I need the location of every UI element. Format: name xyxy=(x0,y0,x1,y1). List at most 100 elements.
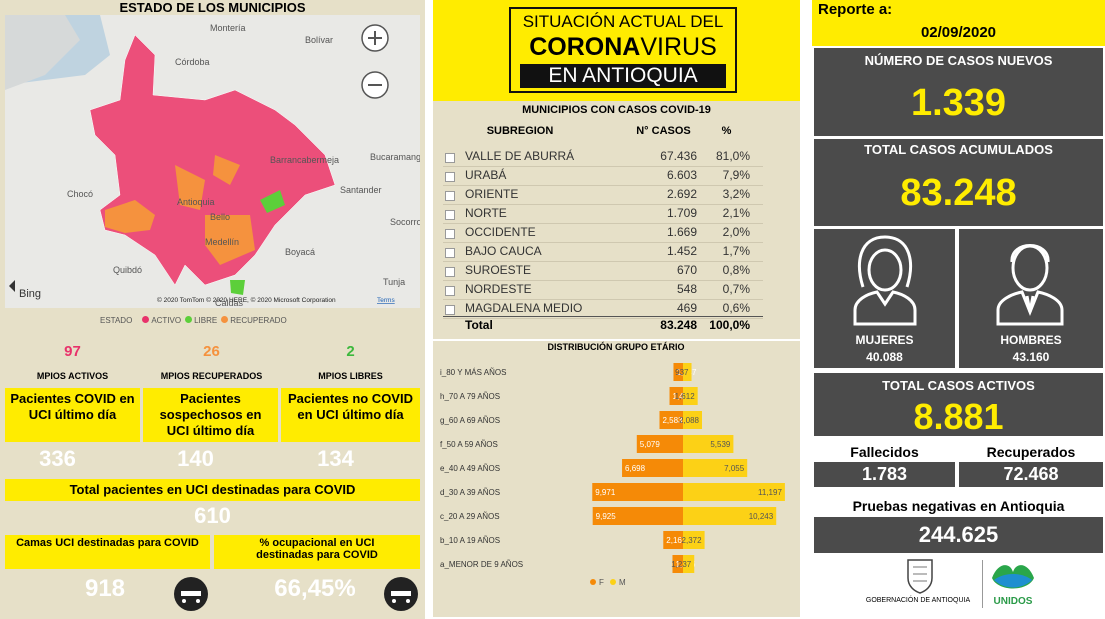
table-cell: 7,9% xyxy=(722,168,750,182)
mpios-value: 26 xyxy=(203,343,220,360)
place-label: Antioquia xyxy=(177,197,215,207)
expand-icon xyxy=(445,210,455,220)
uci-label: Pacientes no COVID en UCI último día xyxy=(288,391,413,422)
chart-panel xyxy=(433,341,800,617)
legend-label: ACTIVO xyxy=(151,316,182,325)
acumulados-value: 83.248 xyxy=(900,172,1017,214)
ocupacion-box xyxy=(214,535,420,569)
bar xyxy=(683,435,734,453)
bing-label: Bing xyxy=(19,288,41,300)
table-cell: URABÁ xyxy=(465,168,507,182)
place-label: Boyacá xyxy=(285,247,315,257)
value-label: 6,698 xyxy=(625,464,646,473)
table-cell: 1,7% xyxy=(722,244,750,258)
value-label: 5,539 xyxy=(710,440,731,449)
table-cell: NORDESTE xyxy=(465,282,532,296)
value-label: 5,079 xyxy=(640,440,661,449)
table-total: Total xyxy=(465,318,493,332)
bar xyxy=(669,387,683,405)
bar xyxy=(592,483,683,501)
category-label: e_40 A 49 AÑOS xyxy=(440,464,500,473)
table-cell: MAGDALENA MEDIO xyxy=(465,301,583,315)
bar xyxy=(622,459,683,477)
category-label: g_60 A 69 AÑOS xyxy=(440,416,500,425)
table-cell: 81,0% xyxy=(715,149,750,163)
table-row-line xyxy=(443,204,763,205)
unidos: UNIDOS xyxy=(993,596,1033,607)
acumulados-panel xyxy=(814,139,1103,226)
camas-label: Camas UCI destinadas para COVID xyxy=(16,537,199,549)
category-label: i_80 Y MÁS AÑOS xyxy=(440,368,506,377)
value-label: 2,583 xyxy=(662,416,683,425)
terms-link[interactable]: Terms xyxy=(377,297,395,304)
pruebas-label: Pruebas negativas en Antioquia xyxy=(852,498,1065,514)
value-label: 2,088 xyxy=(679,416,700,425)
ocupacion-label: % ocupacional en UCI destinadas para COV… xyxy=(256,537,378,561)
unidos-logo xyxy=(992,565,1034,589)
table-cell: VALLE DE ABURRÁ xyxy=(465,149,575,163)
uci-label: Pacientes sospechosos en UCI último día xyxy=(159,391,262,438)
expand-icon xyxy=(445,229,455,239)
nuevos-label: NÚMERO DE CASOS NUEVOS xyxy=(864,53,1053,68)
legend-dot xyxy=(185,316,193,323)
place-label: Bello xyxy=(210,212,230,222)
table-row-line xyxy=(443,318,763,319)
legend-label: RECUPERADO xyxy=(230,316,287,325)
bar xyxy=(673,363,683,381)
place-label: Medellín xyxy=(205,237,239,247)
mujeres-value: 40.088 xyxy=(866,350,903,364)
legend-label: M xyxy=(619,578,626,587)
chart-title: DISTRIBUCIÓN GRUPO ETÁRIO xyxy=(547,341,684,352)
bar xyxy=(683,483,785,501)
bar xyxy=(663,531,683,549)
table-header: % xyxy=(721,125,732,137)
uci-value: 134 xyxy=(317,446,354,471)
value-label: 1,612 xyxy=(675,392,696,401)
table-total-line xyxy=(443,316,763,317)
uci-value: 336 xyxy=(39,446,76,471)
gobernacion: GOBERNACIÓN DE ANTIOQUIA xyxy=(865,597,971,604)
place-label: Socorro xyxy=(390,217,420,227)
table-row-line xyxy=(443,166,763,167)
mpios-label: MPIOS RECUPERADOS xyxy=(160,371,263,381)
fallecidos-value: 1.783 xyxy=(814,462,955,487)
uci-box xyxy=(143,388,278,442)
hombres-panel xyxy=(959,229,1103,368)
activos-label: TOTAL CASOS ACTIVOS xyxy=(882,378,1035,393)
bed-icon xyxy=(174,577,208,611)
uci-label: Pacientes COVID en UCI último día xyxy=(10,391,135,422)
place-label: Montería xyxy=(210,23,246,33)
category-label: h_70 A 79 AÑOS xyxy=(440,392,500,401)
logo-box xyxy=(509,7,737,93)
nuevos-value: 1.339 xyxy=(910,82,1007,124)
camas-value: 918 xyxy=(84,575,126,602)
value-label: 937 xyxy=(675,368,689,377)
mpios-label: MPIOS ACTIVOS xyxy=(36,371,109,381)
table-cell: 0,6% xyxy=(722,301,750,315)
legend-marker xyxy=(590,579,596,585)
table-cell: 548 xyxy=(676,282,697,296)
table-row-line xyxy=(443,185,763,186)
recuperados-value: 72.468 xyxy=(959,462,1103,487)
activos-value: 8.881 xyxy=(913,396,1004,437)
coat-of-arms xyxy=(907,559,933,594)
category-label: d_30 A 39 AÑOS xyxy=(440,488,500,497)
value-label: 11,197 xyxy=(758,488,782,497)
table-cell: 2.692 xyxy=(666,187,697,201)
legend-title: ESTADO xyxy=(100,316,133,325)
category-label: a_MENOR DE 9 AÑOS xyxy=(440,560,523,569)
nuevos-panel xyxy=(814,48,1103,136)
table-row-line xyxy=(443,242,763,243)
expand-icon xyxy=(445,267,455,277)
table-cell: BAJO CAUCA xyxy=(465,244,542,258)
map[interactable]: Montería Bolívar Córdoba Barrancabermeja Buc… xyxy=(5,15,420,308)
mpios-label: MPIOS LIBRES xyxy=(318,371,383,381)
hombres-label: HOMBRES xyxy=(1000,333,1062,347)
table-cell: 2,1% xyxy=(722,206,750,220)
table-cell: 6.603 xyxy=(666,168,697,182)
expand-icon xyxy=(445,172,455,182)
expand-icon xyxy=(445,248,455,258)
bar xyxy=(592,507,683,525)
mpios-value: 97 xyxy=(64,343,81,360)
